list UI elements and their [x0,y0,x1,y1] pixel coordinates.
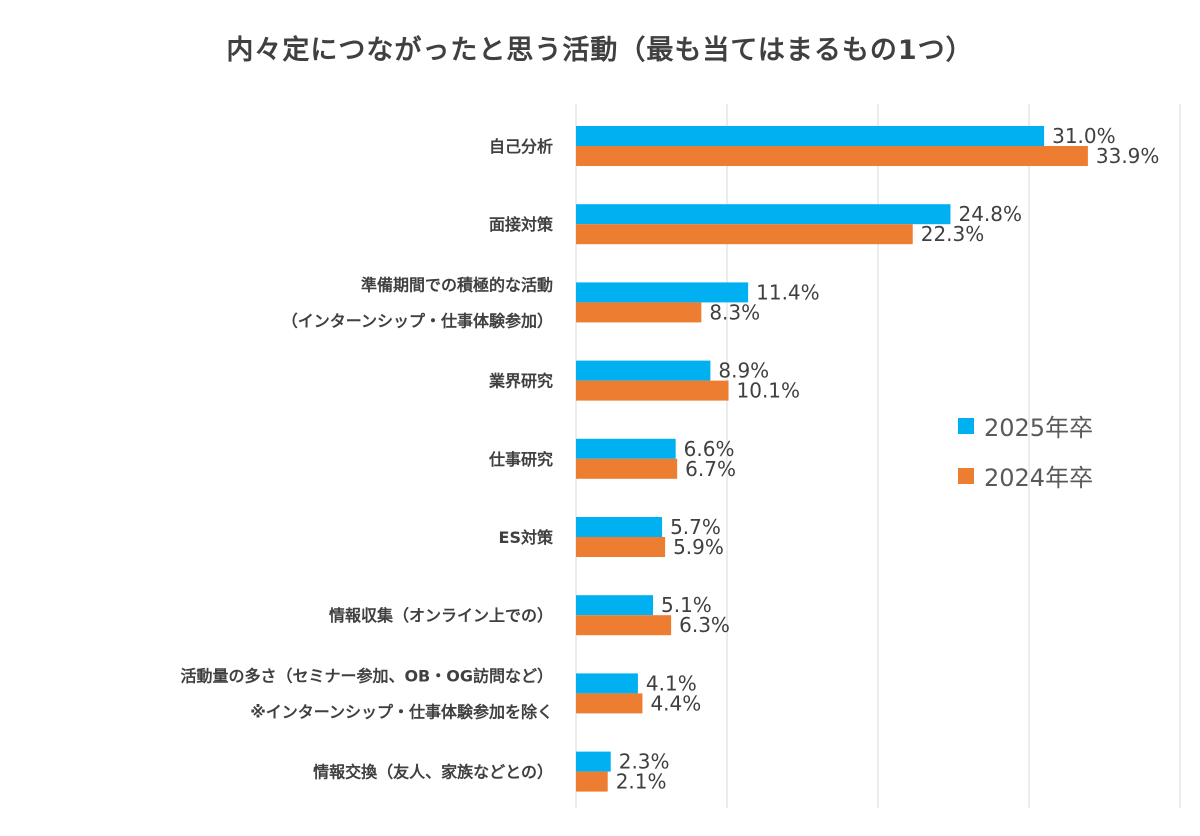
data-label: 5.9% [673,535,724,559]
data-label: 4.1% [646,671,697,695]
bar-2024年卒 [576,146,1088,166]
data-label: 5.1% [661,593,712,617]
data-label: 6.3% [679,613,730,637]
legend-2024: 2024年卒 [958,458,1093,493]
bar-2024年卒 [576,458,678,479]
bar-2024年卒 [576,302,702,323]
data-label: 4.4% [650,691,701,715]
bar-2024年卒 [576,224,913,245]
bar-2025年卒 [576,517,663,537]
category-label: ※インターンシップ・仕事体験参加を除く [250,702,553,721]
data-label: 6.7% [685,457,736,481]
category-label: 情報収集（オンライン上での） [329,606,553,625]
data-label: 11.4% [756,280,820,304]
legend-label-2025: 2025年卒 [984,414,1094,442]
bar-2024年卒 [576,615,672,636]
bar-2025年卒 [576,438,676,459]
category-label: 自己分析 [489,137,553,156]
legend-2025: 2025年卒 [958,408,1093,443]
data-label: 33.9% [1096,144,1160,168]
category-label: ES対策 [499,528,554,547]
category-label: 仕事研究 [488,450,553,469]
data-label: 6.6% [684,437,735,461]
bar-2025年卒 [576,282,749,303]
bar-2025年卒 [576,126,1045,146]
category-label: 情報交換（友人、家族などとの） [313,763,553,782]
data-label: 8.3% [709,300,760,324]
bar-2025年卒 [576,595,654,616]
data-label: 8.9% [718,359,769,383]
data-label: 10.1% [737,379,801,403]
category-label: 業界研究 [488,372,553,391]
bar-2024年卒 [576,380,729,401]
bar-2024年卒 [576,537,666,557]
data-label: 5.7% [670,515,721,539]
legend-swatch-2024 [958,467,974,484]
data-label: 2.1% [616,770,667,794]
chart-title: 内々定につながったと思う活動（最も当てはまるもの1つ） [226,35,974,66]
bar-2024年卒 [576,771,608,792]
category-label: 活動量の多さ（セミナー参加、OB・OG訪問など） [180,666,553,685]
bar-2025年卒 [576,360,711,381]
legend-label-2024: 2024年卒 [984,464,1094,492]
category-label: 準備期間での積極的な活動 [361,275,553,294]
bar-2025年卒 [576,673,638,694]
category-label: （インターンシップ・仕事体験参加） [282,311,553,330]
data-label: 24.8% [958,202,1022,226]
data-label: 2.3% [619,750,670,774]
legend-swatch-2025 [958,417,974,434]
bar-2025年卒 [576,204,951,225]
data-label: 22.3% [921,222,985,246]
bar-2025年卒 [576,751,611,772]
data-label: 31.0% [1052,124,1116,148]
bar-2024年卒 [576,693,643,714]
category-label: 面接対策 [489,215,554,234]
